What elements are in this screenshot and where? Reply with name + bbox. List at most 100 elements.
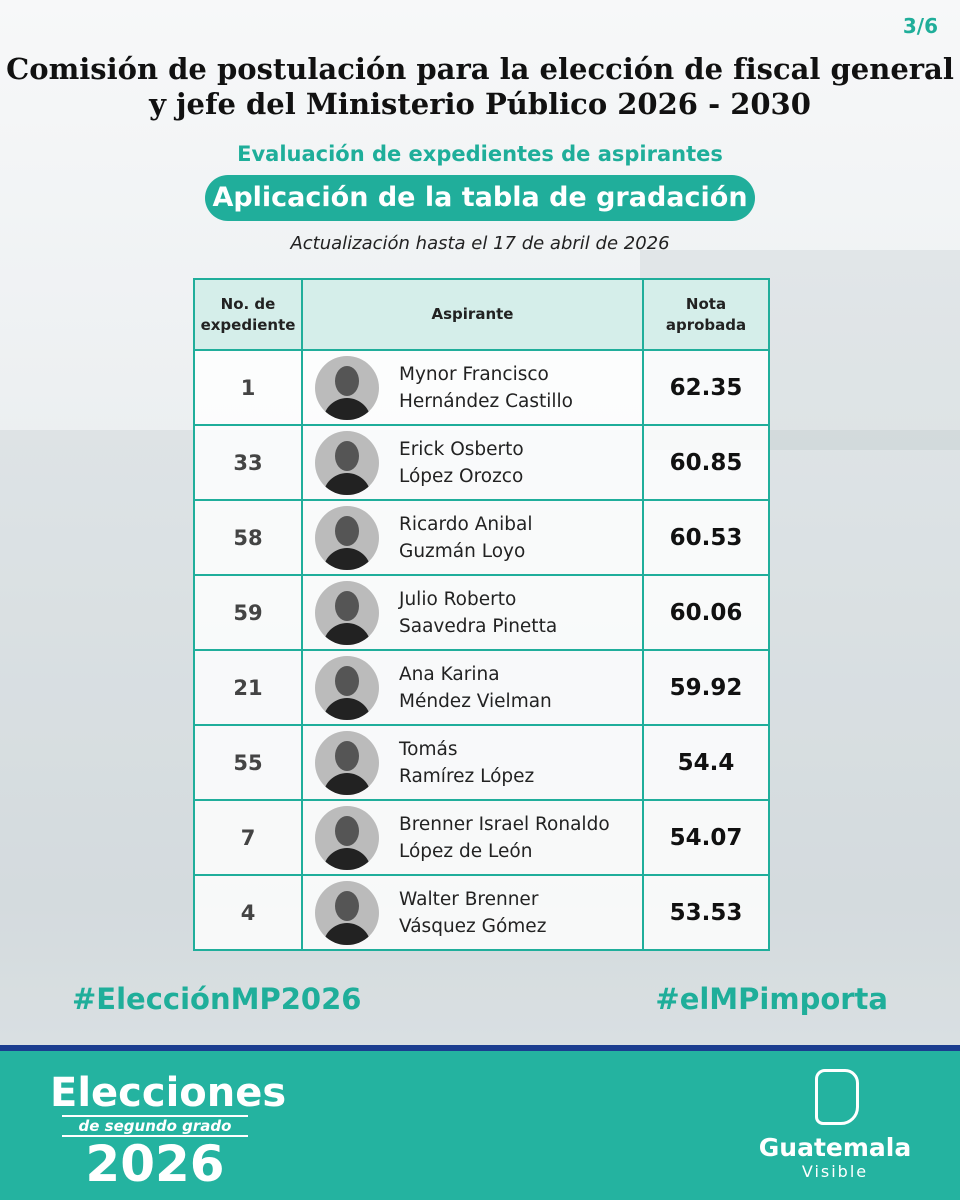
candidate-name: Erick Osberto López Orozco — [399, 436, 524, 490]
candidate-photo — [315, 355, 379, 420]
file-number: 21 — [195, 651, 303, 724]
file-number: 33 — [195, 426, 303, 499]
table-row: 59 Julio Roberto Saavedra Pinetta 60.06 — [195, 574, 768, 649]
table-row: 7 Brenner Israel Ronaldo López de León 54.0… — [195, 799, 768, 874]
title: y jefe del Ministerio Público 2026 - 203… — [149, 87, 811, 121]
name-line: Tomás — [399, 738, 458, 760]
hashtag: #elMPimporta — [655, 982, 888, 1016]
candidate-photo — [315, 430, 379, 495]
name-line: Ricardo Anibal — [399, 513, 533, 535]
name-line: Julio Roberto — [399, 588, 517, 610]
candidate-name: Ana Karina Méndez Vielman — [399, 661, 552, 715]
photo-body — [323, 847, 371, 870]
candidate-photo — [315, 880, 379, 945]
candidate-photo — [315, 655, 379, 720]
map-icon — [815, 1069, 859, 1125]
hashtag: #ElecciónMP2026 — [72, 982, 362, 1016]
event-logo: Elecciones de segundo grado 2026 — [50, 1070, 287, 1193]
candidate-cell: Erick Osberto López Orozco — [303, 426, 644, 499]
table-row: 21 Ana Karina Méndez Vielman 59.92 — [195, 649, 768, 724]
photo-body — [323, 922, 371, 945]
candidate-name: Julio Roberto Saavedra Pinetta — [399, 586, 557, 640]
candidate-name: Mynor Francisco Hernández Castillo — [399, 361, 573, 415]
candidate-cell: Walter Brenner Vásquez Gómez — [303, 876, 644, 949]
logo-text: 2026 — [85, 1135, 225, 1193]
photo-body — [323, 472, 371, 495]
photo-body — [323, 772, 371, 795]
name-line: Ana Karina — [399, 663, 500, 685]
photo-head — [335, 365, 359, 396]
header-cell: Aspirante — [303, 280, 644, 349]
score: 54.07 — [669, 824, 743, 851]
name-line: Hernández Castillo — [399, 390, 573, 412]
photo-body — [323, 697, 371, 720]
header-cell: No. de expediente — [195, 280, 303, 349]
title: Comisión de postulación para la elección… — [6, 52, 954, 86]
candidate-cell: Mynor Francisco Hernández Castillo — [303, 351, 644, 424]
candidate-cell: Ricardo Anibal Guzmán Loyo — [303, 501, 644, 574]
table-row: 4 Walter Brenner Vásquez Gómez 53.53 — [195, 874, 768, 949]
photo-head — [335, 665, 359, 696]
name-line: López Orozco — [399, 465, 524, 487]
candidate-cell: Brenner Israel Ronaldo López de León — [303, 801, 644, 874]
subtitle: Evaluación de expedientes de aspirantes — [237, 142, 723, 166]
candidate-cell: Julio Roberto Saavedra Pinetta — [303, 576, 644, 649]
photo-head — [335, 590, 359, 621]
logo-text: Elecciones — [50, 1070, 287, 1116]
logo-text: de segundo grado — [62, 1115, 248, 1137]
file-number: 7 — [195, 801, 303, 874]
name-line: Ramírez López — [399, 765, 535, 787]
candidate-cell: Ana Karina Méndez Vielman — [303, 651, 644, 724]
photo-body — [323, 622, 371, 645]
file-number: 1 — [195, 351, 303, 424]
score: 60.85 — [669, 449, 743, 476]
candidate-name: Brenner Israel Ronaldo López de León — [399, 811, 610, 865]
score: 62.35 — [669, 374, 743, 401]
candidate-name: Walter Brenner Vásquez Gómez — [399, 886, 546, 940]
candidate-photo — [315, 505, 379, 570]
name-line: Méndez Vielman — [399, 690, 552, 712]
photo-head — [335, 740, 359, 771]
file-number: 55 — [195, 726, 303, 799]
score: 54.4 — [677, 749, 735, 776]
table-row: 33 Erick Osberto López Orozco 60.85 — [195, 424, 768, 499]
photo-head — [335, 890, 359, 921]
name-line: Erick Osberto — [399, 438, 524, 460]
photo-body — [323, 397, 371, 420]
name-line: Walter Brenner — [399, 888, 539, 910]
table-row: 1 Mynor Francisco Hernández Castillo 62.35 — [195, 349, 768, 424]
logo-text: Visible — [801, 1162, 869, 1181]
name-line: Vásquez Gómez — [399, 915, 547, 937]
photo-head — [335, 815, 359, 846]
banner: Aplicación de la tabla de gradación — [205, 175, 755, 221]
table-row: 55 Tomás Ramírez López 54.4 — [195, 724, 768, 799]
candidate-name: Ricardo Anibal Guzmán Loyo — [399, 511, 532, 565]
candidate-photo — [315, 730, 379, 795]
candidate-name: Tomás Ramírez López — [399, 736, 534, 790]
name-line: Guzmán Loyo — [399, 540, 526, 562]
brand-logo: Guatemala Visible — [750, 1133, 920, 1181]
candidate-cell: Tomás Ramírez López — [303, 726, 644, 799]
photo-head — [335, 440, 359, 471]
file-number: 4 — [195, 876, 303, 949]
candidate-photo — [315, 580, 379, 645]
file-number: 58 — [195, 501, 303, 574]
candidate-photo — [315, 805, 379, 870]
score: 53.53 — [669, 899, 743, 926]
name-line: Brenner Israel Ronaldo — [399, 813, 610, 835]
table: No. de expediente Aspirante Nota aprobad… — [193, 278, 770, 951]
footer: Elecciones de segundo grado 2026 Guatema… — [0, 1045, 960, 1200]
file-number: 59 — [195, 576, 303, 649]
name-line: López de León — [399, 840, 533, 862]
photo-head — [335, 515, 359, 546]
score: 60.53 — [669, 524, 743, 551]
name-line: Mynor Francisco — [399, 363, 549, 385]
photo-body — [323, 547, 371, 570]
score: 60.06 — [669, 599, 743, 626]
table-row: 58 Ricardo Anibal Guzmán Loyo 60.53 — [195, 499, 768, 574]
score: 59.92 — [669, 674, 743, 701]
logo-text: Guatemala — [758, 1133, 912, 1162]
name-line: Saavedra Pinetta — [399, 615, 558, 637]
update-date: Actualización hasta el 17 de abril de 20… — [290, 233, 670, 254]
